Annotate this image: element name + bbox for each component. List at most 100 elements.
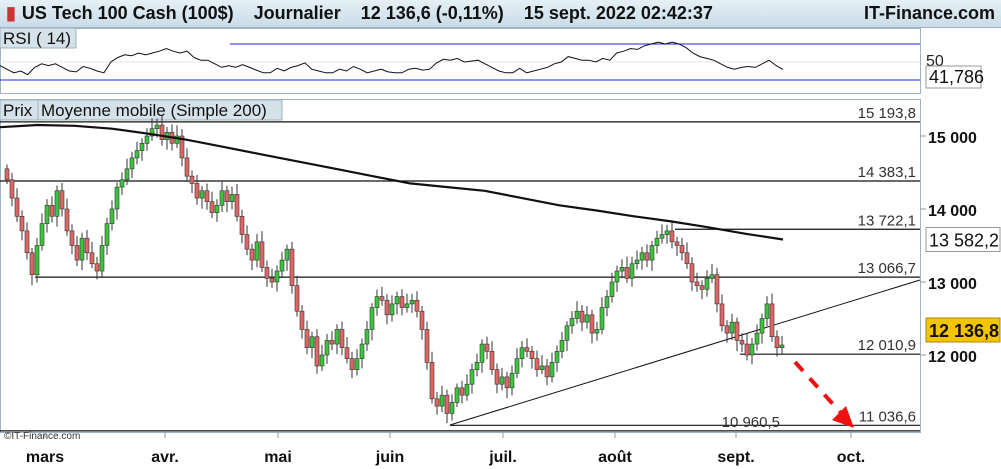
candle <box>754 324 760 351</box>
candle <box>759 313 765 344</box>
candle <box>259 231 265 272</box>
candle <box>144 128 150 151</box>
tab-moving-average-label: Moyenne mobile (Simple 200) <box>41 101 267 120</box>
candle <box>429 351 435 404</box>
level-label: 14 383,1 <box>858 164 916 181</box>
arrow-head-icon <box>832 406 854 428</box>
y-tick-label: 14 000 <box>928 203 977 220</box>
support-trendline[interactable] <box>449 279 921 426</box>
candle <box>354 349 360 376</box>
candle <box>514 348 520 379</box>
candle <box>309 331 315 359</box>
x-tick-label: mai <box>264 449 292 466</box>
candle <box>664 224 670 244</box>
candle <box>534 350 540 377</box>
candle <box>524 338 530 358</box>
candle <box>659 224 665 244</box>
level-label: 11 036,6 <box>859 408 916 425</box>
candle <box>294 275 300 317</box>
candle <box>689 257 695 291</box>
candle <box>559 331 565 359</box>
candle <box>674 236 680 256</box>
candle <box>334 324 340 355</box>
candle <box>779 335 785 354</box>
candle <box>249 243 255 271</box>
chart-header: ▮ US Tech 100 Cash (100$) Journalier 12 … <box>0 0 1001 28</box>
level-label: 10 960,5 <box>722 414 780 431</box>
candle <box>554 345 560 372</box>
candle <box>114 182 120 220</box>
level-label: 15 193,8 <box>858 105 916 122</box>
candle <box>124 158 130 186</box>
candle <box>474 353 480 377</box>
candle <box>189 170 195 194</box>
candle <box>129 151 135 178</box>
candle <box>649 240 655 271</box>
candle <box>439 385 445 413</box>
candle <box>214 199 220 222</box>
candle <box>624 256 630 283</box>
candle <box>329 331 335 351</box>
candle <box>609 272 615 303</box>
candle <box>764 296 770 327</box>
candle <box>499 367 505 391</box>
candle <box>599 297 605 335</box>
rsi-tab[interactable]: RSI ( 14) <box>0 27 77 49</box>
candle <box>64 198 70 236</box>
candle <box>634 250 640 270</box>
candle <box>84 230 90 260</box>
rsi-line <box>0 41 784 76</box>
candle <box>254 233 260 268</box>
brand-label: IT-Finance.com <box>863 3 995 23</box>
candle <box>304 320 310 355</box>
tab-prix[interactable]: Prix <box>0 99 39 121</box>
candle <box>184 148 190 182</box>
candle <box>49 196 55 223</box>
ma200-value-box <box>925 226 1001 252</box>
x-tick-label: juil. <box>488 449 517 466</box>
candle <box>464 374 470 401</box>
rsi-value-label: 41,786 <box>929 67 984 87</box>
tab-moving-average[interactable]: Moyenne mobile (Simple 200) <box>37 99 283 121</box>
candle <box>274 265 280 292</box>
candle <box>34 238 40 283</box>
candle <box>459 380 465 404</box>
candle <box>204 183 210 210</box>
candle <box>539 355 545 375</box>
candle <box>749 337 755 365</box>
candle <box>179 129 185 167</box>
candle <box>339 321 345 356</box>
candle <box>229 186 235 210</box>
candle <box>79 232 85 270</box>
candle <box>159 115 165 146</box>
candle <box>239 209 245 244</box>
candle <box>389 295 395 322</box>
candle <box>149 118 155 141</box>
candle <box>4 164 10 185</box>
candle <box>59 182 65 217</box>
candle <box>9 172 15 207</box>
candle <box>479 339 485 373</box>
candle <box>454 383 460 407</box>
candle <box>69 224 75 255</box>
candle <box>644 244 650 267</box>
period-label: Journalier <box>253 3 341 23</box>
tab-prix-label: Prix <box>3 101 33 120</box>
candle <box>774 330 780 357</box>
candle <box>594 321 600 341</box>
candle <box>579 304 585 332</box>
candle <box>284 244 290 271</box>
candle <box>449 394 455 421</box>
candle <box>399 289 405 316</box>
candle <box>264 260 270 287</box>
candle <box>629 256 635 287</box>
candle <box>544 358 550 386</box>
candle <box>484 336 490 360</box>
candle <box>199 186 205 209</box>
candle <box>344 337 350 364</box>
candle <box>409 293 415 313</box>
candle <box>709 263 715 283</box>
candle <box>769 293 775 342</box>
candle <box>269 268 275 288</box>
